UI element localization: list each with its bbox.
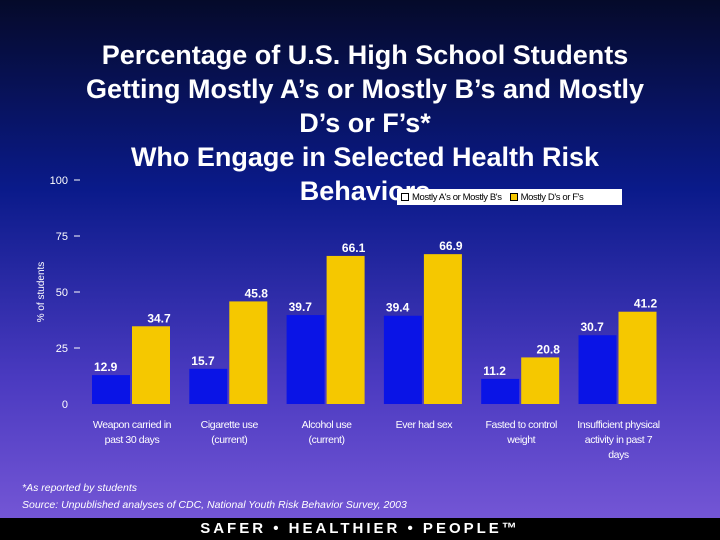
bar-mostly-d-f [229,301,268,404]
title-line-3: D’s or F’s* [299,108,431,138]
y-tick-label: 0 [62,399,68,411]
data-label-mostly-d-f: 20.8 [537,342,561,356]
x-category-label: weight [506,434,535,446]
bar-mostly-a-b [92,375,130,404]
data-label-mostly-a-b: 39.4 [386,301,410,315]
data-label-mostly-a-b: 30.7 [581,320,605,334]
x-category-label: Fasted to control [485,419,556,431]
y-axis-label: % of students [36,262,47,323]
data-label-mostly-a-b: 39.7 [289,300,313,314]
legend-item-a: Mostly A's or Mostly B's [401,192,502,203]
title-line-1: Percentage of U.S. High School Students [101,40,629,70]
legend-swatch-a [401,193,409,201]
y-tick-label: 100 [50,175,68,187]
bar-chart: 0 25 50 75 100 % of students 12.9 34.7 Weapon ca… [36,175,660,461]
chart-legend: Mostly A's or Mostly B's Mostly D's or F… [397,189,622,205]
data-label-mostly-a-b: 12.9 [94,360,118,374]
bar-mostly-a-b [286,315,325,404]
legend-label-a: Mostly A's or Mostly B's [412,191,502,203]
y-tick-label: 25 [56,343,68,355]
x-category-label: days [608,449,629,461]
bar-mostly-d-f [326,255,365,404]
bar-mostly-a-b [189,368,228,404]
x-category-label: activity in past 7 [585,434,653,446]
data-label-mostly-d-f: 45.8 [245,286,269,300]
chart-title: Percentage of U.S. High School Students … [20,38,710,208]
data-label-mostly-d-f: 66.9 [439,239,463,253]
x-category-label: past 30 days [105,434,160,446]
legend-item-b: Mostly D's or F's [509,191,584,203]
x-category-label: Alcohol use [302,419,352,431]
data-label-mostly-a-b: 11.2 [483,364,506,378]
bar-mostly-a-b [383,315,422,404]
x-category-label: (current) [211,434,247,446]
x-category-label: Weapon carried in [93,419,172,431]
legend-label-b: Mostly D's or F's [520,191,584,203]
source-note: Source: Unpublished analyses of CDC, Nat… [22,499,407,511]
x-category-label: Ever had sex [396,419,454,431]
bar-mostly-d-f [132,326,170,404]
title-line-2: Getting Mostly A’s or Mostly B’s and Mos… [85,74,645,104]
bar-mostly-d-f [618,311,657,404]
y-tick-label: 50 [56,287,68,299]
bar-mostly-d-f [521,357,560,404]
data-label-mostly-d-f: 41.2 [634,297,658,311]
data-label-mostly-d-f: 66.1 [342,241,366,255]
bar-mostly-a-b [481,378,520,404]
data-label-mostly-d-f: 34.7 [147,311,171,325]
bar-mostly-a-b [578,335,617,404]
y-tick-label: 75 [56,231,68,243]
x-category-label: Cigarette use [201,419,259,431]
legend-swatch-b [509,193,518,201]
bar-mostly-d-f [423,254,462,404]
footer-banner: SAFER • HEALTHIER • PEOPLE™ [0,518,720,540]
x-category-label: Insufficient physical [577,419,660,431]
data-label-mostly-a-b: 15.7 [191,354,215,368]
footnote: *As reported by students [22,482,137,494]
title-line-4: Who Engage in Selected Health Risk [130,142,600,172]
x-category-label: (current) [309,434,345,446]
